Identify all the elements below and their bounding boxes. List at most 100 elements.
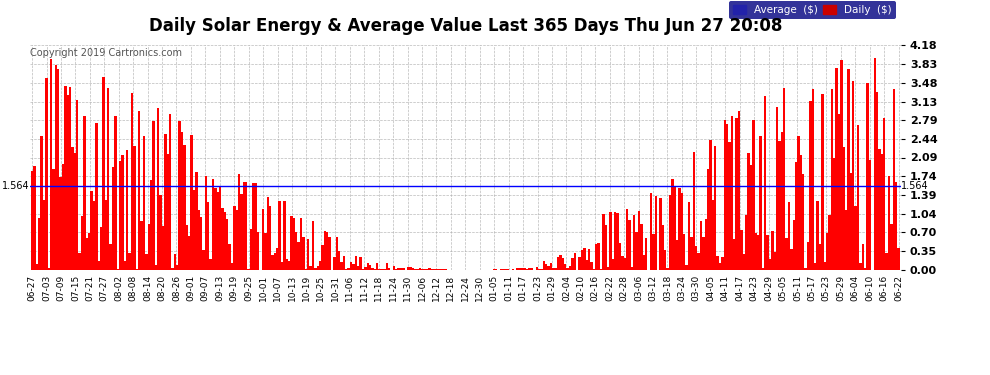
- Bar: [273, 253, 276, 270]
- Bar: [541, 268, 543, 270]
- Bar: [745, 214, 747, 270]
- Bar: [112, 167, 114, 270]
- Bar: [409, 267, 412, 270]
- Bar: [793, 220, 795, 270]
- Bar: [649, 194, 652, 270]
- Bar: [729, 142, 731, 270]
- Bar: [673, 186, 676, 270]
- Bar: [81, 216, 83, 270]
- Bar: [446, 269, 447, 270]
- Bar: [826, 233, 829, 270]
- Bar: [69, 87, 71, 270]
- Bar: [46, 78, 48, 270]
- Bar: [102, 77, 105, 270]
- Bar: [143, 136, 146, 270]
- Bar: [612, 260, 614, 270]
- Bar: [271, 255, 273, 270]
- Bar: [188, 236, 190, 270]
- Bar: [417, 269, 419, 270]
- Bar: [422, 269, 424, 270]
- Bar: [759, 136, 761, 270]
- Bar: [226, 219, 229, 270]
- Bar: [883, 118, 885, 270]
- Bar: [583, 248, 585, 270]
- Bar: [797, 136, 800, 270]
- Bar: [359, 257, 361, 270]
- Bar: [681, 194, 683, 270]
- Bar: [836, 68, 838, 270]
- Bar: [129, 254, 131, 270]
- Bar: [773, 252, 776, 270]
- Bar: [73, 153, 76, 270]
- Bar: [334, 256, 336, 270]
- Bar: [849, 172, 852, 270]
- Bar: [590, 262, 593, 270]
- Bar: [373, 268, 376, 270]
- Bar: [138, 111, 141, 270]
- Bar: [385, 263, 388, 270]
- Bar: [371, 268, 373, 270]
- Bar: [438, 269, 441, 270]
- Bar: [395, 269, 397, 270]
- Bar: [164, 134, 166, 270]
- Bar: [878, 149, 881, 270]
- Bar: [254, 183, 257, 270]
- Bar: [310, 266, 312, 270]
- Bar: [605, 225, 607, 270]
- Bar: [41, 136, 43, 270]
- Bar: [636, 232, 638, 270]
- Bar: [536, 267, 538, 270]
- Bar: [159, 195, 161, 270]
- Bar: [814, 263, 817, 270]
- Bar: [317, 266, 319, 270]
- Bar: [307, 239, 310, 270]
- Bar: [664, 250, 666, 270]
- Bar: [717, 256, 719, 270]
- Bar: [893, 88, 895, 270]
- Bar: [690, 237, 693, 270]
- Bar: [788, 202, 790, 270]
- Bar: [88, 233, 90, 270]
- Bar: [754, 233, 757, 270]
- Bar: [522, 268, 524, 270]
- Bar: [824, 262, 826, 270]
- Bar: [383, 269, 385, 270]
- Bar: [64, 87, 66, 270]
- Bar: [171, 268, 173, 270]
- Bar: [626, 209, 629, 270]
- Bar: [52, 169, 54, 270]
- Bar: [597, 243, 600, 270]
- Bar: [738, 111, 741, 270]
- Bar: [343, 256, 346, 270]
- Bar: [766, 235, 769, 270]
- Bar: [897, 248, 900, 270]
- Bar: [283, 201, 285, 270]
- Bar: [802, 174, 805, 270]
- Bar: [885, 254, 888, 270]
- Bar: [249, 229, 252, 270]
- Bar: [205, 176, 207, 270]
- Bar: [581, 251, 583, 270]
- Bar: [71, 147, 73, 270]
- Bar: [857, 125, 859, 270]
- Bar: [643, 255, 645, 270]
- Bar: [54, 65, 57, 270]
- Bar: [57, 69, 59, 270]
- Bar: [117, 269, 119, 270]
- Bar: [276, 249, 278, 270]
- Bar: [807, 242, 809, 270]
- Bar: [578, 257, 581, 270]
- Bar: [195, 171, 198, 270]
- Bar: [554, 268, 557, 270]
- Bar: [381, 269, 383, 270]
- Bar: [547, 266, 549, 270]
- Bar: [781, 132, 783, 270]
- Text: Daily Solar Energy & Average Value Last 365 Days Thu Jun 27 20:08: Daily Solar Energy & Average Value Last …: [148, 17, 782, 35]
- Bar: [107, 88, 110, 270]
- Bar: [795, 162, 797, 270]
- Bar: [146, 254, 148, 270]
- Bar: [809, 101, 812, 270]
- Bar: [38, 217, 41, 270]
- Bar: [638, 211, 641, 270]
- Bar: [166, 154, 169, 270]
